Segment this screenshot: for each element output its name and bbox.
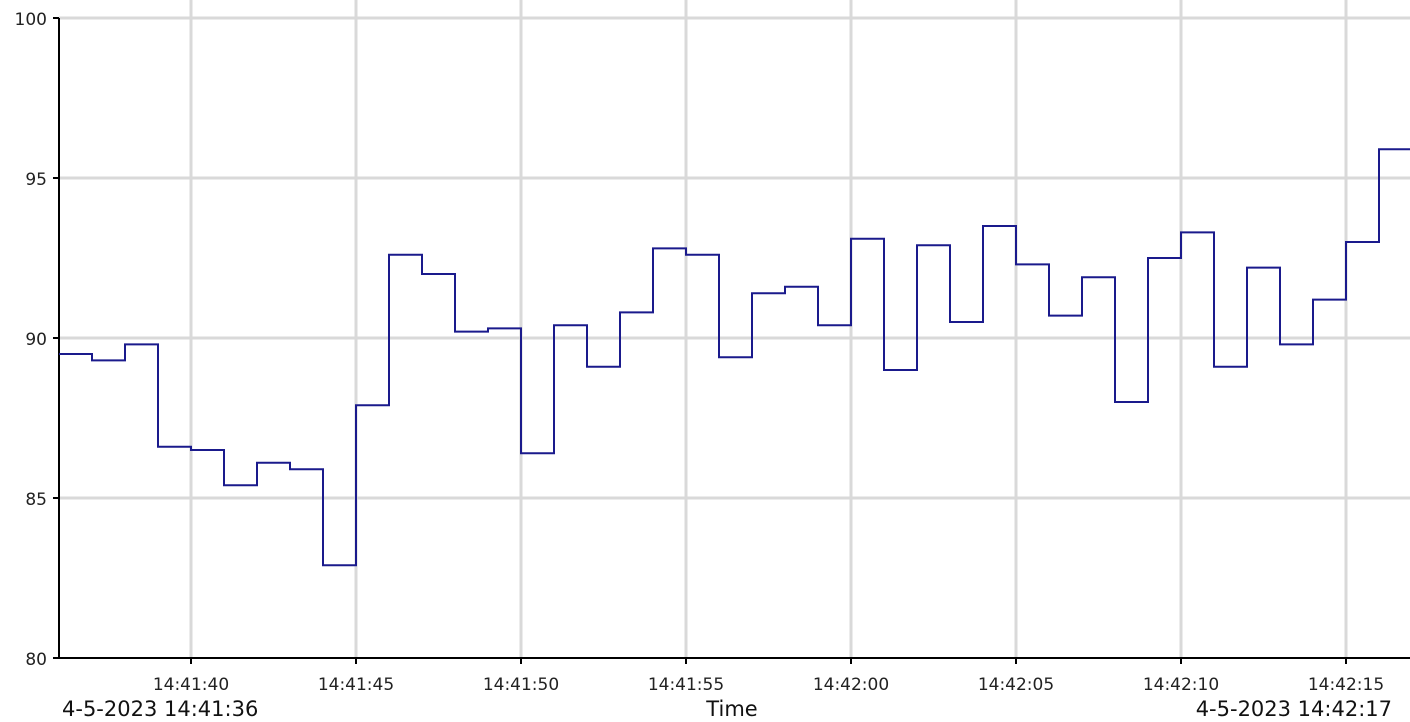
x-tick-label: 14:41:50 — [483, 675, 559, 695]
y-tick-label: 95 — [25, 170, 47, 190]
y-tick-label: 90 — [25, 330, 47, 350]
y-tick-label: 100 — [15, 10, 47, 30]
x-end-label: 4-5-2023 14:42:17 — [1196, 697, 1392, 721]
x-tick-label: 14:42:00 — [813, 675, 889, 695]
x-tick-label: 14:42:05 — [978, 675, 1054, 695]
y-tick-label: 80 — [25, 650, 47, 670]
y-tick-label: 85 — [25, 490, 47, 510]
grid-lines — [59, 0, 1410, 658]
x-tick-label: 14:42:15 — [1308, 675, 1384, 695]
x-tick-label: 14:42:10 — [1143, 675, 1219, 695]
x-tick-label: 14:41:45 — [318, 675, 394, 695]
y-tick-labels: 80 85 90 95 100 — [15, 10, 59, 670]
x-axis-title: Time — [705, 697, 757, 721]
series-line — [59, 148, 1410, 567]
x-tick-label: 14:41:40 — [153, 675, 229, 695]
x-tick-label: 14:41:55 — [648, 675, 724, 695]
x-tick-labels: 14:41:40 14:41:45 14:41:50 14:41:55 14:42:00… — [153, 658, 1384, 695]
x-start-label: 4-5-2023 14:41:36 — [62, 697, 258, 721]
